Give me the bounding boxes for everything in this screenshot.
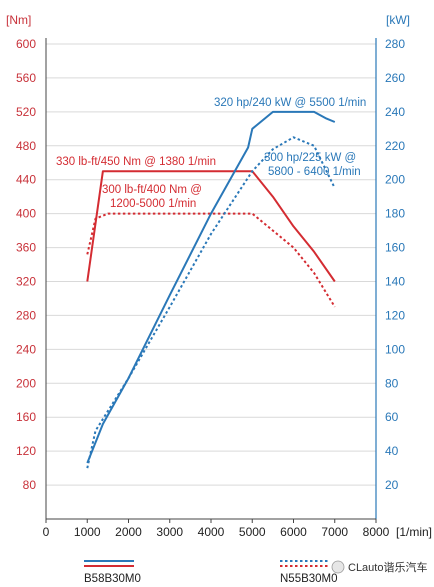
power-tick-label: 180	[385, 207, 405, 221]
n55-torque-line	[86, 212, 336, 308]
power-tick-label: 60	[385, 410, 399, 424]
power-axis-unit: [kW]	[386, 13, 410, 27]
x-axis-unit: [1/min]	[396, 525, 432, 539]
power-tick-label: 220	[385, 139, 405, 153]
power-tick-label: 140	[385, 275, 405, 289]
torque-tick-label: 320	[16, 275, 36, 289]
torque-tick-label: 360	[16, 241, 36, 255]
watermark: CLauto谐乐汽车	[331, 560, 427, 574]
power-tick-label: 260	[385, 71, 405, 85]
axes	[45, 38, 377, 523]
torque-tick-label: 280	[16, 308, 36, 322]
torque-tick-label: 400	[16, 207, 36, 221]
torque-tick-label: 120	[16, 444, 36, 458]
power-tick-label: 20	[385, 478, 399, 492]
torque-tick-label: 560	[16, 71, 36, 85]
power-tick-label: 80	[385, 376, 399, 390]
n55-power-line	[86, 136, 336, 469]
x-tick-label: 2000	[115, 525, 142, 539]
watermark-text: CLauto谐乐汽车	[348, 560, 427, 574]
x-tick-label: 3000	[156, 525, 183, 539]
x-tick-label: 6000	[280, 525, 307, 539]
power-tick-label: 100	[385, 342, 405, 356]
n55-torque-annotation-line2: 1200-5000 1/min	[110, 198, 196, 210]
b58-torque-annotation: 330 lb-ft/450 Nm @ 1380 1/min	[56, 156, 216, 168]
x-tick-label: 5000	[239, 525, 266, 539]
torque-tick-label: 480	[16, 139, 36, 153]
power-tick-label: 40	[385, 444, 399, 458]
watermark-logo-icon	[331, 560, 345, 574]
n55-power-annotation-line2: 5800 - 6400 1/min	[268, 166, 361, 178]
grid-lines	[46, 43, 376, 486]
b58-power-line	[86, 110, 336, 464]
torque-tick-label: 440	[16, 173, 36, 187]
n55-torque-annotation-line1: 300 lb-ft/400 Nm @	[102, 184, 202, 196]
torque-tick-label: 600	[16, 37, 36, 51]
x-tick-label: 4000	[198, 525, 225, 539]
b58-power-annotation: 320 hp/240 kW @ 5500 1/min	[214, 97, 366, 109]
x-tick-label: 1000	[74, 525, 101, 539]
power-tick-label: 240	[385, 105, 405, 119]
power-tick-label: 200	[385, 173, 405, 187]
torque-axis-unit: [Nm]	[6, 13, 31, 27]
legend-b58-label: B58B30M0	[84, 573, 141, 585]
tick-labels: 8012016020024028032036040044048052056060…	[16, 37, 405, 539]
power-tick-label: 280	[385, 37, 405, 51]
torque-tick-label: 160	[16, 410, 36, 424]
b58-torque-line	[86, 170, 336, 283]
power-tick-label: 160	[385, 241, 405, 255]
legend-n55-label: N55B30M0	[280, 573, 338, 585]
torque-tick-label: 520	[16, 105, 36, 119]
n55-power-annotation-line1: 300 hp/225 kW @	[264, 152, 356, 164]
torque-tick-label: 240	[16, 342, 36, 356]
torque-tick-label: 200	[16, 376, 36, 390]
x-tick-label: 0	[43, 525, 50, 539]
x-tick-label: 7000	[321, 525, 348, 539]
legend: B58B30M0 N55B30M0	[84, 560, 338, 585]
torque-tick-label: 80	[23, 478, 37, 492]
power-tick-label: 120	[385, 308, 405, 322]
x-tick-label: 8000	[363, 525, 390, 539]
series-lines	[86, 110, 336, 469]
